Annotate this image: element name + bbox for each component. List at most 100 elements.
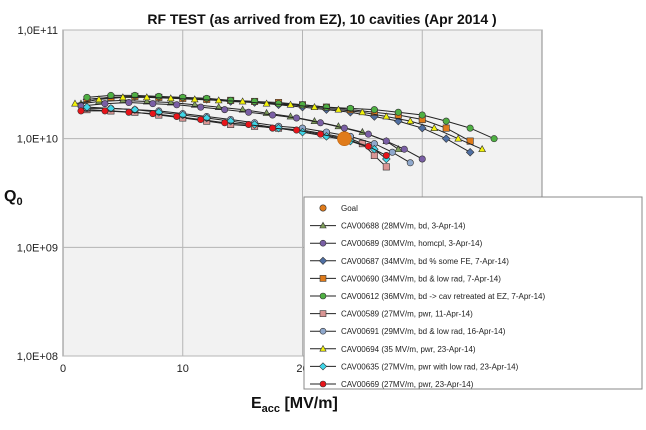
series-line	[74, 96, 483, 150]
data-point	[130, 105, 140, 114]
data-point	[441, 134, 451, 143]
data-point	[394, 145, 403, 153]
legend-marker	[319, 327, 327, 335]
goal-point	[337, 131, 352, 146]
data-point	[250, 120, 259, 129]
data-point	[430, 123, 439, 131]
data-point	[149, 100, 157, 108]
data-point	[149, 110, 157, 118]
data-point	[286, 100, 295, 108]
legend-marker	[319, 221, 327, 229]
data-point	[197, 116, 205, 124]
data-point	[125, 99, 133, 107]
legend-marker	[318, 362, 328, 371]
data-point	[388, 148, 396, 156]
data-point	[173, 101, 181, 109]
legend-item: CAV00690 (34MV/m, bd & low rad, 7-Apr-14…	[310, 274, 501, 283]
legend-label: Goal	[341, 204, 358, 213]
y-axis-label-sub: 0	[16, 196, 22, 208]
legend-marker	[319, 380, 327, 388]
data-point	[465, 147, 475, 157]
y-tick-label: 1,0E+08	[17, 351, 58, 363]
data-point	[221, 106, 229, 114]
legend-item: CAV00688 (28MV/m, bd, 3-Apr-14)	[310, 222, 466, 231]
legend-label: CAV00687 (34MV/m, bd % some FE, 7-Apr-14…	[341, 257, 509, 266]
data-point	[269, 124, 277, 132]
legend-item: CAV00687 (34MV/m, bd % some FE, 7-Apr-14…	[310, 256, 509, 266]
data-point	[155, 92, 163, 100]
data-point	[364, 130, 372, 138]
data-point	[466, 124, 474, 132]
legend-marker	[319, 275, 327, 282]
legend-marker	[319, 344, 327, 352]
legend-item: CAV00589 (27MV/m, pwr, 11-Apr-14)	[310, 310, 473, 319]
y-axis-title: Q0	[4, 188, 23, 208]
data-point	[214, 103, 223, 111]
data-point	[346, 104, 354, 112]
series-8	[71, 93, 486, 153]
data-point	[142, 97, 151, 105]
data-point	[334, 105, 343, 113]
y-axis-ticks: 1,0E+08 1,0E+09 1,0E+10 1,0E+11	[17, 25, 58, 363]
y-tick-label: 1,0E+10	[17, 134, 58, 146]
data-point	[83, 93, 91, 101]
data-point	[322, 103, 330, 111]
data-point	[340, 124, 348, 132]
data-point	[178, 110, 188, 120]
x-tick-label: 0	[60, 363, 66, 375]
legend-label: CAV00612 (36MV/m, bd -> cav retreated at…	[341, 292, 546, 301]
legend-label: CAV00691 (29MV/m, bd & low rad, 16-Apr-1…	[341, 327, 506, 336]
data-point	[190, 100, 199, 108]
data-point	[382, 137, 390, 145]
data-point	[442, 124, 450, 132]
data-point	[370, 106, 378, 114]
legend-label: CAV00694 (35 MV/m, pwr, 23-Apr-14)	[341, 345, 476, 354]
data-point	[125, 108, 133, 116]
data-point	[406, 116, 415, 124]
data-point	[269, 111, 277, 119]
data-point	[166, 94, 175, 102]
legend-label: CAV00635 (27MV/m, pwr with low rad, 23-A…	[341, 362, 519, 371]
series-group	[71, 91, 498, 171]
data-point	[154, 107, 164, 117]
data-point	[214, 96, 223, 104]
data-point	[382, 163, 390, 171]
legend-marker	[318, 256, 328, 265]
data-point	[173, 112, 181, 120]
y-axis-label: Q	[4, 188, 16, 205]
data-point	[190, 95, 199, 103]
series-line	[80, 101, 423, 160]
data-point	[221, 119, 229, 127]
data-point	[238, 97, 247, 105]
legend-label: CAV00688 (28MV/m, bd, 3-Apr-14)	[341, 222, 466, 231]
data-point	[251, 97, 259, 105]
legend-item: CAV00689 (30MV/m, homcpl, 3-Apr-14)	[310, 239, 483, 248]
chart-title: RF TEST (as arrived from EZ), 10 cavitie…	[147, 11, 496, 27]
data-point	[262, 99, 271, 107]
data-point	[142, 93, 151, 101]
data-point	[316, 130, 324, 138]
y-tick-label: 1,0E+09	[17, 242, 58, 254]
data-point	[179, 93, 187, 101]
data-point	[293, 126, 301, 134]
legend-item: CAV00694 (35 MV/m, pwr, 23-Apr-14)	[310, 345, 476, 354]
data-point	[107, 91, 115, 99]
legend-item: CAV00612 (36MV/m, bd -> cav retreated at…	[310, 292, 546, 301]
data-point	[238, 105, 247, 113]
x-axis-label-unit: [MV/m]	[280, 395, 338, 412]
data-point	[119, 93, 127, 101]
data-point	[406, 159, 414, 167]
legend-label: CAV00589 (27MV/m, pwr, 11-Apr-14)	[341, 310, 473, 319]
legend-marker	[319, 239, 327, 247]
legend-label: CAV00690 (34MV/m, bd & low rad, 7-Apr-14…	[341, 274, 501, 283]
data-point	[394, 108, 402, 116]
data-point	[245, 108, 253, 116]
data-point	[454, 134, 463, 142]
x-axis-ticks: 0 10 20	[60, 363, 309, 375]
x-axis-title: Eacc [MV/m]	[251, 395, 338, 415]
data-point	[226, 116, 235, 126]
data-point	[400, 145, 408, 153]
data-point	[245, 121, 253, 129]
data-point	[490, 135, 498, 143]
